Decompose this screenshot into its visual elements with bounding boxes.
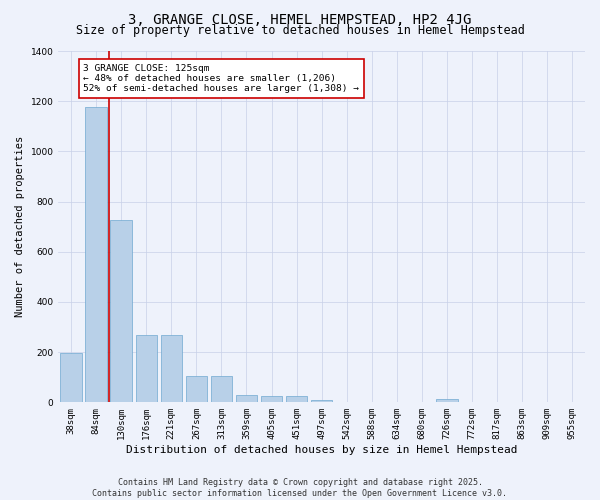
Y-axis label: Number of detached properties: Number of detached properties xyxy=(15,136,25,318)
Bar xyxy=(110,220,132,402)
Bar xyxy=(161,334,182,402)
Bar xyxy=(236,395,257,402)
Text: Contains HM Land Registry data © Crown copyright and database right 2025.
Contai: Contains HM Land Registry data © Crown c… xyxy=(92,478,508,498)
Bar xyxy=(60,354,82,403)
Bar xyxy=(436,398,458,402)
Bar xyxy=(286,396,307,402)
Bar xyxy=(211,376,232,402)
Bar xyxy=(136,334,157,402)
Text: Size of property relative to detached houses in Hemel Hempstead: Size of property relative to detached ho… xyxy=(76,24,524,37)
X-axis label: Distribution of detached houses by size in Hemel Hempstead: Distribution of detached houses by size … xyxy=(126,445,517,455)
Bar xyxy=(261,396,282,402)
Text: 3 GRANGE CLOSE: 125sqm
← 48% of detached houses are smaller (1,206)
52% of semi-: 3 GRANGE CLOSE: 125sqm ← 48% of detached… xyxy=(83,64,359,94)
Text: 3, GRANGE CLOSE, HEMEL HEMPSTEAD, HP2 4JG: 3, GRANGE CLOSE, HEMEL HEMPSTEAD, HP2 4J… xyxy=(128,12,472,26)
Bar xyxy=(185,376,207,402)
Bar xyxy=(85,108,107,403)
Bar xyxy=(311,400,332,402)
